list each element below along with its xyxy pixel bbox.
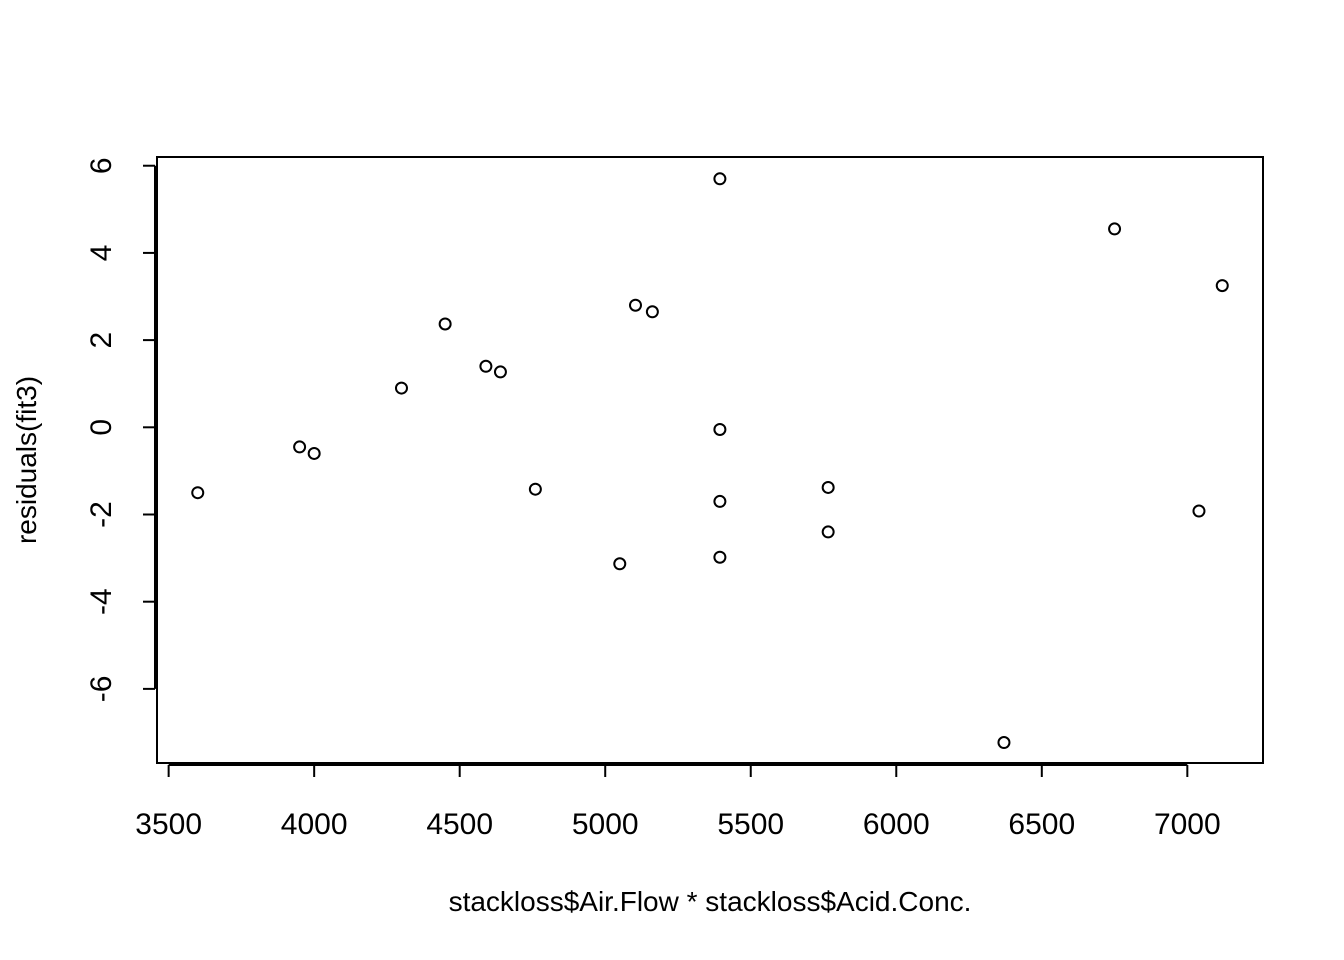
data-point xyxy=(191,486,205,500)
data-point xyxy=(394,381,408,395)
x-tick-label: 6000 xyxy=(863,808,930,841)
data-point xyxy=(1215,279,1229,293)
plot-frame xyxy=(156,156,1264,764)
data-point xyxy=(479,359,493,373)
y-tick-label: 2 xyxy=(85,332,118,349)
data-points xyxy=(191,172,1229,750)
x-axis-title: stackloss$Air.Flow * stackloss$Acid.Conc… xyxy=(449,886,972,917)
data-point xyxy=(713,494,727,508)
y-tick-label: -6 xyxy=(85,676,118,703)
data-point xyxy=(438,317,452,331)
y-tick-label: 0 xyxy=(85,419,118,436)
y-tick-label: 4 xyxy=(85,245,118,262)
data-point xyxy=(713,550,727,564)
data-point xyxy=(821,480,835,494)
y-axis-title: residuals(fit3) xyxy=(11,376,42,544)
data-point xyxy=(293,440,307,454)
data-point xyxy=(1108,222,1122,236)
x-tick-label: 6500 xyxy=(1008,808,1075,841)
y-tick-label: 6 xyxy=(85,157,118,174)
x-tick-label: 5500 xyxy=(717,808,784,841)
x-axis: 3500 4000 4500 5000 5500 6000 6500 7000 xyxy=(135,764,1221,841)
data-point xyxy=(1192,504,1206,518)
y-tick-label: -4 xyxy=(85,588,118,615)
data-point xyxy=(528,482,542,496)
data-point xyxy=(613,557,627,571)
data-point xyxy=(628,298,642,312)
data-point xyxy=(713,422,727,436)
data-point xyxy=(645,305,659,319)
data-point xyxy=(997,736,1011,750)
data-point xyxy=(307,446,321,460)
y-tick-label: -2 xyxy=(85,501,118,528)
x-tick-label: 7000 xyxy=(1154,808,1221,841)
y-axis: -6 -4 -2 0 2 4 6 xyxy=(85,157,156,703)
x-tick-label: 3500 xyxy=(135,808,202,841)
data-point xyxy=(713,172,727,186)
data-point xyxy=(821,525,835,539)
x-tick-label: 5000 xyxy=(572,808,639,841)
x-tick-label: 4500 xyxy=(426,808,493,841)
x-tick-label: 4000 xyxy=(281,808,348,841)
data-point xyxy=(493,365,507,379)
